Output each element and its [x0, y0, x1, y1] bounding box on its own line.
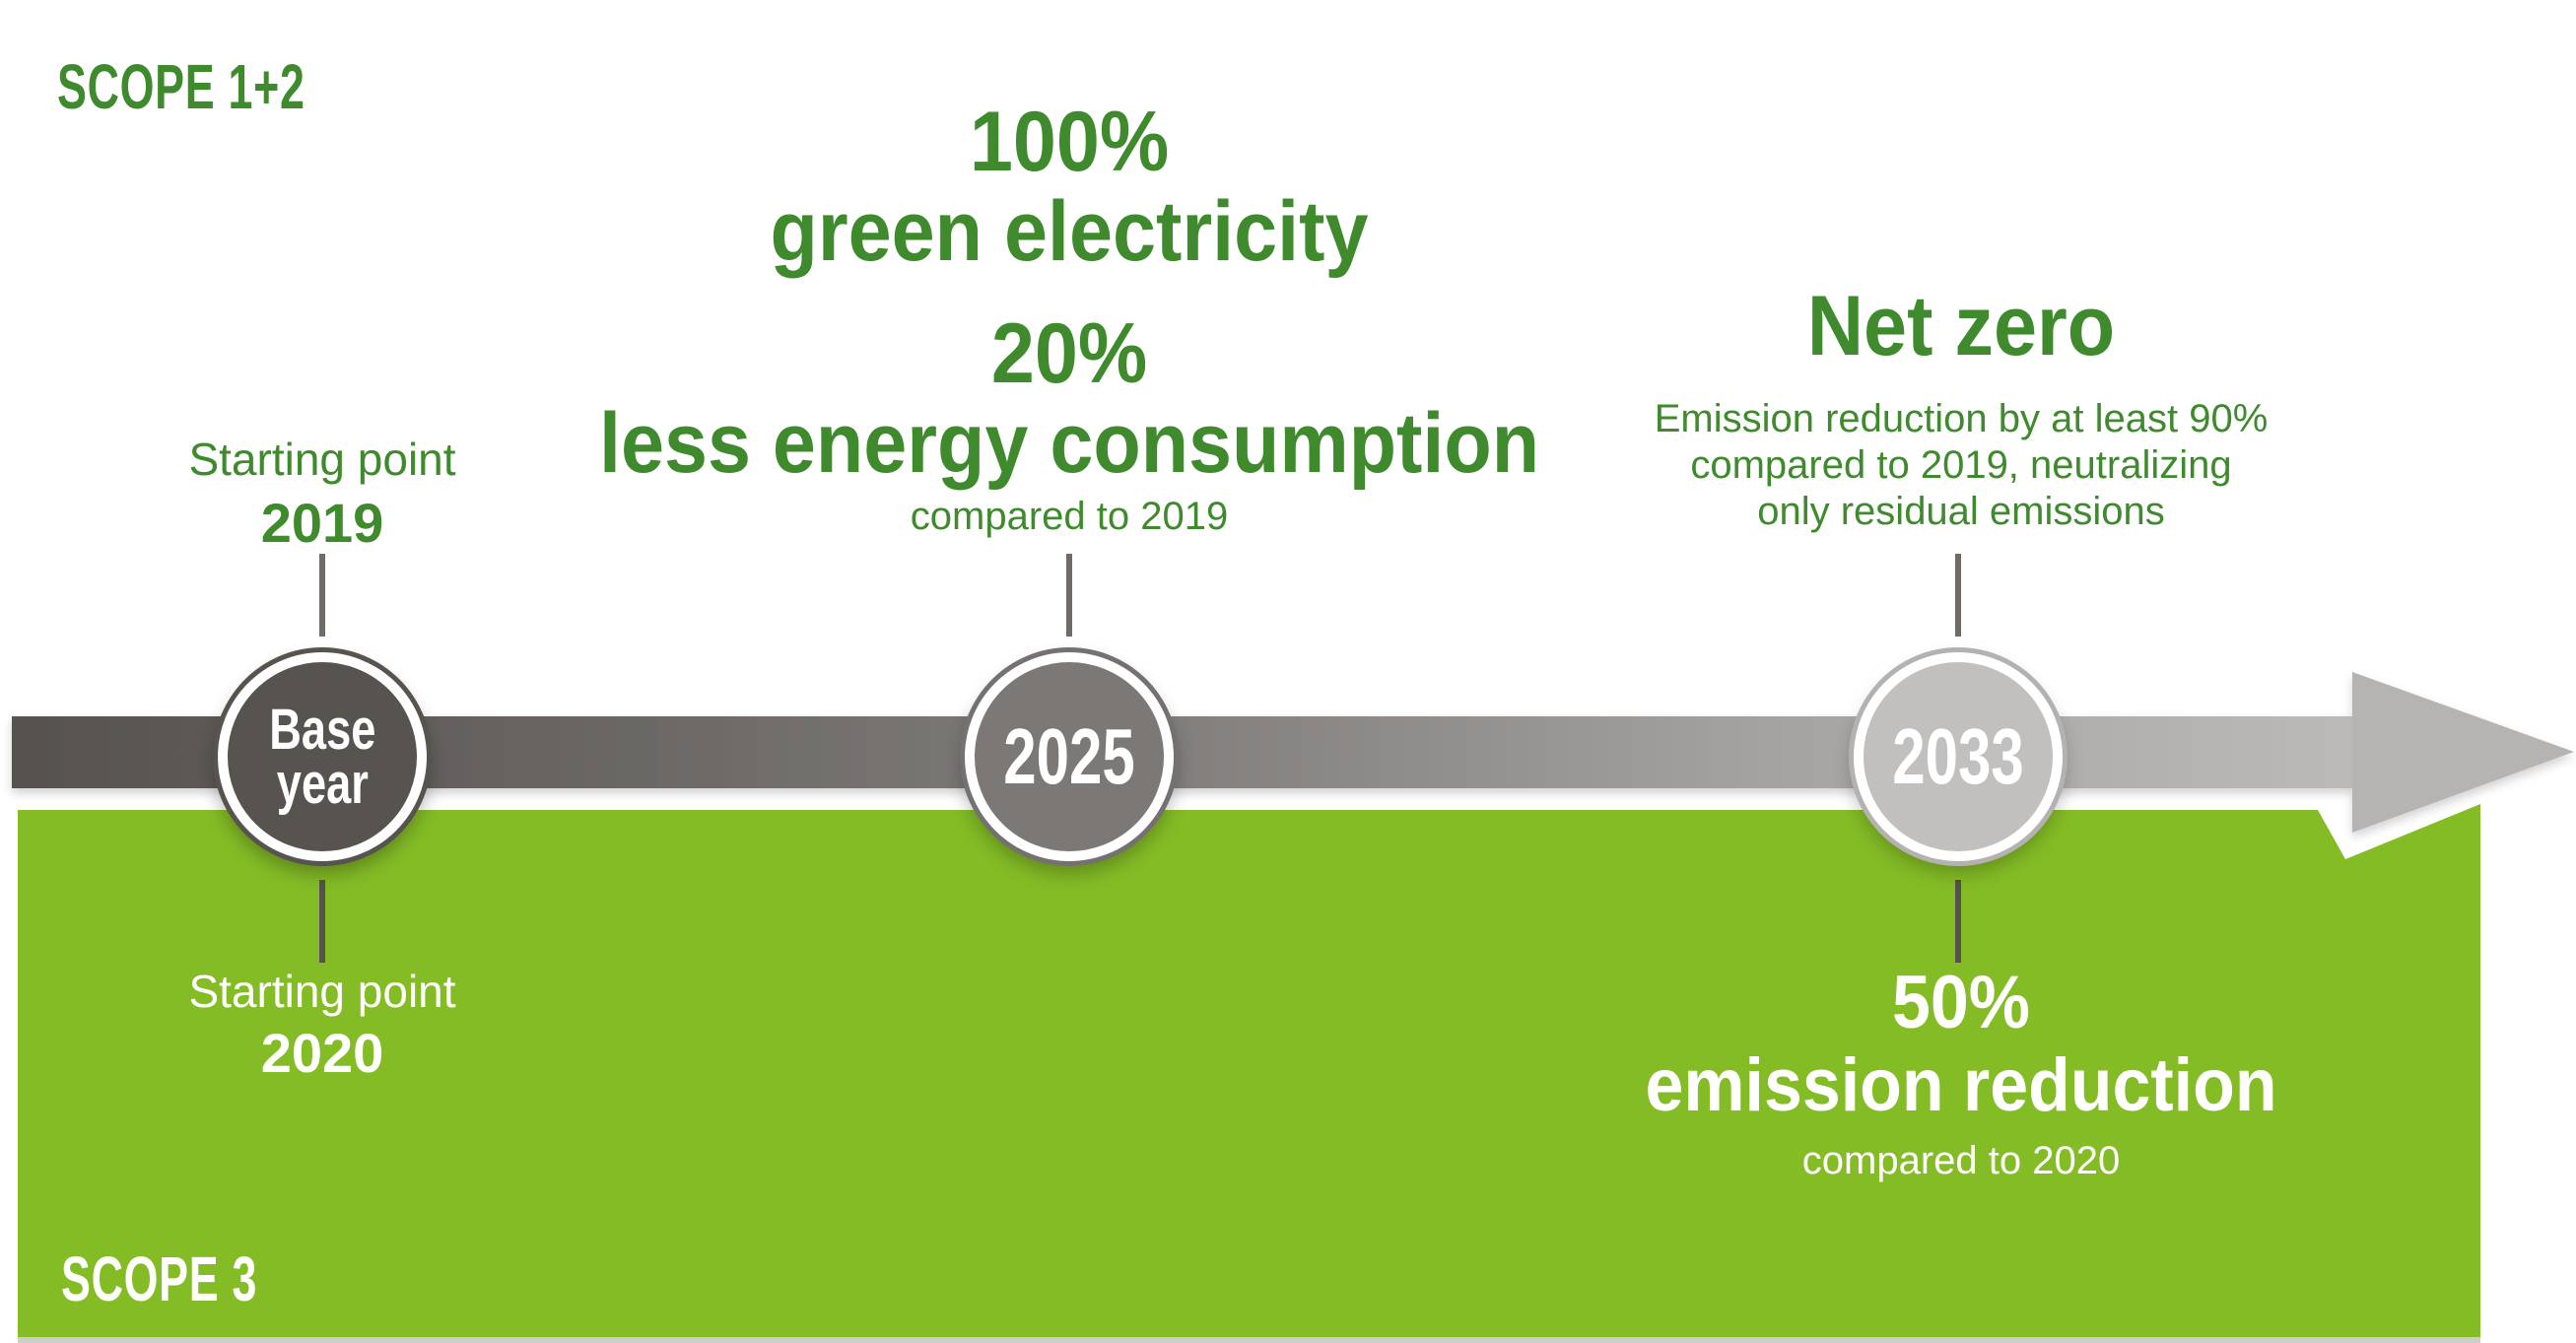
note-compared-to-2019: compared to 2019: [910, 495, 1229, 538]
goal-less-energy-value: 20%: [990, 306, 1148, 401]
base-year-circle-line2: year: [276, 752, 369, 816]
connector-above-2033: [1955, 554, 1961, 637]
starting-point-2019-year: 2019: [260, 492, 384, 554]
starting-point-2019-label: Starting point: [188, 434, 456, 485]
connector-above-2025: [1066, 554, 1072, 637]
scope-3-label: SCOPE 3: [61, 1243, 258, 1314]
scope3-green-band: [18, 804, 2480, 1337]
milestone-2033-year: 2033: [1892, 712, 2024, 800]
net-zero-description-line1: Emission reduction by at least 90%: [1654, 397, 2269, 440]
connector-above-base-year: [319, 554, 325, 637]
goal-less-energy-label: less energy consumption: [598, 396, 1540, 492]
note-compared-to-2020: compared to 2020: [1801, 1139, 2121, 1182]
net-zero-title: Net zero: [1806, 279, 2116, 373]
starting-point-2020-label: Starting point: [188, 966, 456, 1017]
timeline-arrow-head: [2352, 672, 2574, 833]
milestone-2033-circle: 2033: [1854, 652, 2063, 861]
connector-below-base-year: [319, 880, 325, 963]
base-year-circle: Base year: [218, 652, 427, 861]
base-year-circle-line1: Base: [268, 697, 376, 762]
goal-green-electricity-value: 100%: [969, 95, 1170, 189]
goal-less-energy: 20% less energy consumption: [598, 306, 1540, 492]
green-band-bottom-shadow: [18, 1337, 2480, 1343]
goal-green-electricity-label: green electricity: [770, 184, 1369, 280]
net-zero-description-line3: only residual emissions: [1757, 490, 2165, 534]
goal-emission-reduction: 50% emission reduction: [1645, 962, 2276, 1126]
milestone-2025-circle: 2025: [965, 652, 1174, 861]
scope-1-2-label: SCOPE 1+2: [57, 51, 305, 122]
net-zero-description-line2: compared to 2019, neutralizing: [1690, 443, 2232, 488]
goal-emission-reduction-value: 50%: [1892, 961, 2030, 1044]
milestone-2025-year: 2025: [1003, 712, 1135, 800]
goal-emission-reduction-label: emission reduction: [1645, 1042, 2277, 1127]
net-zero-description: Emission reduction by at least 90% compa…: [1655, 396, 2269, 536]
starting-point-2020-year: 2020: [260, 1022, 384, 1084]
goal-green-electricity: 100% green electricity: [770, 95, 1369, 280]
connector-below-2033: [1955, 880, 1961, 963]
